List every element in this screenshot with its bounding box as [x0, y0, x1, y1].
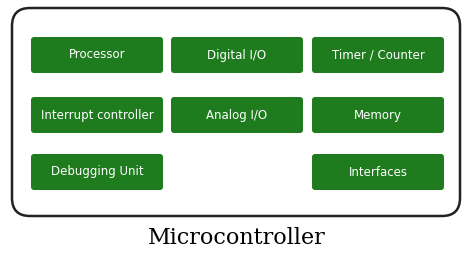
FancyBboxPatch shape — [12, 8, 460, 216]
FancyBboxPatch shape — [171, 37, 303, 73]
FancyBboxPatch shape — [312, 97, 444, 133]
Text: Debugging Unit: Debugging Unit — [51, 166, 143, 179]
Text: Interrupt controller: Interrupt controller — [41, 108, 154, 121]
Text: Analog I/O: Analog I/O — [207, 108, 267, 121]
FancyBboxPatch shape — [31, 154, 163, 190]
Text: Interfaces: Interfaces — [348, 166, 408, 179]
Text: Processor: Processor — [69, 49, 125, 62]
Text: Memory: Memory — [354, 108, 402, 121]
Text: Timer / Counter: Timer / Counter — [331, 49, 424, 62]
FancyBboxPatch shape — [171, 97, 303, 133]
FancyBboxPatch shape — [312, 37, 444, 73]
Text: Digital I/O: Digital I/O — [208, 49, 266, 62]
Text: Microcontroller: Microcontroller — [148, 227, 326, 249]
FancyBboxPatch shape — [31, 37, 163, 73]
FancyBboxPatch shape — [312, 154, 444, 190]
FancyBboxPatch shape — [31, 97, 163, 133]
